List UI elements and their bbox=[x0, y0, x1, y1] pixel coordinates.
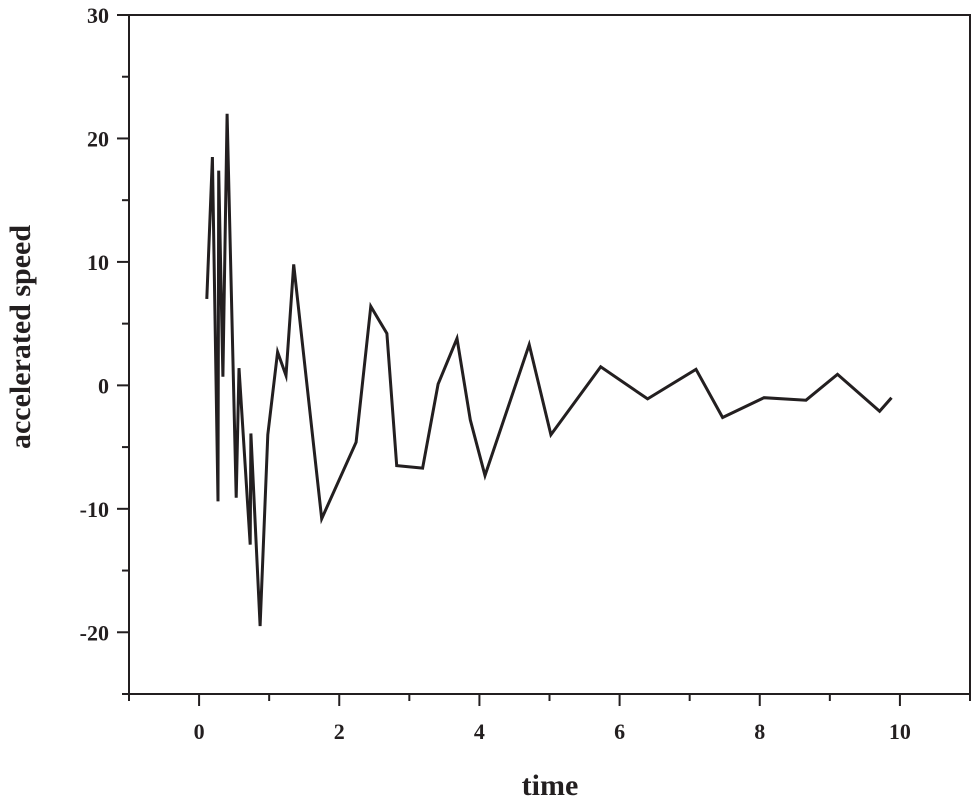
x-axis-title: time bbox=[522, 769, 579, 802]
x-tick-label: 8 bbox=[754, 719, 765, 744]
y-axis: -20 -10 0 10 20 30 bbox=[80, 3, 129, 695]
x-tick-label: 0 bbox=[194, 719, 205, 744]
y-tick-label: 10 bbox=[87, 250, 109, 275]
series-line bbox=[205, 113, 893, 627]
y-tick-label: 0 bbox=[98, 373, 109, 398]
y-tick-label: 20 bbox=[87, 126, 109, 151]
y-tick-label: -20 bbox=[80, 620, 109, 645]
plot-border bbox=[128, 14, 971, 695]
y-axis-title: accelerated speed bbox=[4, 225, 37, 449]
x-tick-label: 10 bbox=[889, 719, 911, 744]
plot-frame bbox=[128, 14, 971, 695]
y-tick-label: -10 bbox=[80, 497, 109, 522]
y-tick-label: 30 bbox=[87, 3, 109, 28]
x-tick-label: 6 bbox=[614, 719, 625, 744]
x-axis: 0 2 4 6 8 10 bbox=[128, 694, 971, 744]
x-tick-label: 4 bbox=[474, 719, 485, 744]
data-series bbox=[205, 113, 893, 627]
x-tick-label: 2 bbox=[334, 719, 345, 744]
